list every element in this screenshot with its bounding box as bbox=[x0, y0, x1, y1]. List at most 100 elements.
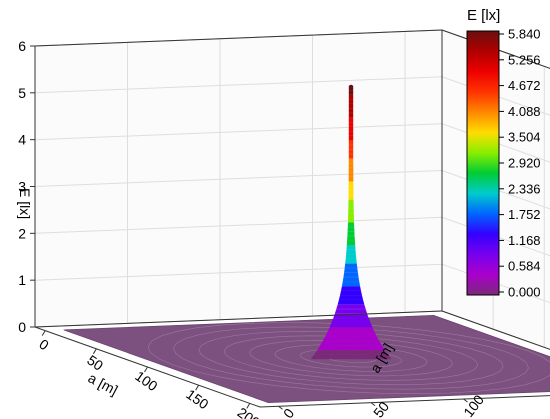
z-tick-label: 0 bbox=[18, 319, 26, 335]
peak-band bbox=[348, 122, 354, 127]
peak-tip bbox=[349, 84, 353, 89]
peak-band bbox=[348, 172, 354, 177]
peak-band bbox=[348, 181, 354, 187]
peak-band bbox=[348, 176, 354, 182]
peak-band bbox=[346, 249, 356, 255]
peak-band bbox=[348, 163, 354, 168]
z-tick-label: 5 bbox=[18, 85, 26, 101]
peak-band bbox=[348, 103, 354, 109]
x-tick-mark bbox=[144, 366, 148, 373]
peak-band bbox=[348, 126, 354, 132]
peak-band bbox=[339, 290, 363, 296]
peak-band bbox=[338, 295, 364, 300]
colorbar-gradient bbox=[466, 30, 500, 296]
colorbar-tick-label: 0.000 bbox=[508, 285, 541, 300]
floor-ring bbox=[198, 331, 504, 386]
peak-band bbox=[331, 318, 371, 323]
x-tick-label: 100 bbox=[132, 368, 160, 395]
peak-band bbox=[346, 245, 356, 250]
peak-band bbox=[329, 322, 373, 328]
peak-band bbox=[348, 153, 354, 159]
peak-band bbox=[348, 208, 354, 214]
colorbar-tick-label: 3.504 bbox=[508, 130, 541, 145]
colorbar: E [lx] 5.840 5.256 4.672 4.088 3.504 2.920 2.3… bbox=[466, 7, 541, 300]
peak-band bbox=[348, 94, 354, 100]
colorbar-tick-label: 2.920 bbox=[508, 156, 541, 171]
peak-band bbox=[348, 135, 354, 141]
peak-band bbox=[344, 267, 358, 273]
y-tick-label: 50 bbox=[370, 398, 392, 419]
colorbar-tick-label: 1.752 bbox=[508, 207, 541, 222]
axis-edge bbox=[441, 310, 550, 350]
x-tick-label: 0 bbox=[36, 336, 52, 354]
peak-band bbox=[348, 144, 354, 150]
peak-band bbox=[348, 158, 354, 164]
colorbar-tick-label: 4.088 bbox=[508, 104, 541, 119]
colorbar-tick-label: 5.256 bbox=[508, 52, 541, 67]
floor-ring bbox=[249, 339, 453, 377]
peak-band bbox=[325, 331, 377, 337]
y-tick-mark bbox=[370, 402, 376, 407]
peak-band bbox=[348, 204, 354, 209]
colorbar-tick-label: 2.336 bbox=[508, 181, 541, 196]
peak-band bbox=[348, 131, 354, 136]
peak-band bbox=[348, 112, 354, 118]
peak-band bbox=[348, 117, 354, 123]
peak-band bbox=[336, 304, 366, 310]
peak-band bbox=[348, 108, 354, 114]
peak-band bbox=[310, 354, 392, 360]
surface-floor bbox=[63, 314, 550, 404]
floor-plane bbox=[63, 314, 550, 404]
floor-ring bbox=[147, 322, 550, 395]
peak-band bbox=[341, 281, 361, 287]
peak-band bbox=[347, 222, 355, 228]
colorbar-tick-label: 5.840 bbox=[508, 27, 541, 42]
peak-band bbox=[348, 140, 354, 146]
peak-band bbox=[319, 340, 383, 346]
peak-band bbox=[317, 345, 385, 351]
peak-band bbox=[342, 277, 360, 282]
peak-band bbox=[347, 217, 355, 223]
peak-band bbox=[346, 240, 356, 246]
peak-band bbox=[347, 235, 355, 241]
z-tick-label: 4 bbox=[18, 132, 26, 148]
peak-band bbox=[345, 254, 357, 259]
x-tick-mark bbox=[41, 330, 46, 336]
peak-band bbox=[348, 90, 354, 95]
y-tick-label: 0 bbox=[280, 405, 298, 419]
colorbar-ticks: 5.840 5.256 4.672 4.088 3.504 2.920 2.336 1.752… bbox=[499, 27, 541, 300]
peak-band bbox=[334, 309, 368, 314]
peak-band bbox=[327, 327, 375, 332]
y-tick-mark bbox=[463, 398, 468, 403]
peak-band bbox=[347, 226, 355, 232]
colorbar-title: E [lx] bbox=[467, 7, 500, 24]
z-tick-label: 3 bbox=[18, 179, 26, 195]
z-tick-label: 6 bbox=[18, 38, 26, 54]
x-tick-mark bbox=[195, 384, 200, 391]
axis-edge bbox=[34, 310, 443, 328]
floor-ring bbox=[274, 344, 428, 372]
peak-band bbox=[348, 185, 354, 191]
x-tick-mark bbox=[92, 348, 97, 355]
z-axis-label: E [lx] bbox=[17, 188, 33, 219]
peak-band bbox=[340, 286, 362, 291]
y-tick-label: 100 bbox=[460, 392, 487, 419]
peak-band bbox=[348, 149, 354, 155]
surface-peak bbox=[310, 84, 392, 360]
peak-band bbox=[348, 190, 354, 196]
floor-ring bbox=[223, 335, 479, 381]
peak-band bbox=[348, 99, 354, 104]
peak-band bbox=[348, 194, 354, 200]
axis-edge bbox=[34, 29, 443, 47]
peak-band bbox=[343, 272, 359, 278]
peak-band bbox=[322, 336, 380, 341]
floor-ring bbox=[173, 326, 529, 390]
peak-band bbox=[345, 258, 357, 264]
z-tick-label: 1 bbox=[18, 272, 26, 288]
peak-band bbox=[348, 199, 354, 205]
colorbar-tick-label: 4.672 bbox=[508, 78, 541, 93]
peak-band bbox=[348, 167, 354, 173]
z-tick-label: 2 bbox=[18, 225, 26, 241]
x-axis-label: a [m] bbox=[86, 370, 121, 399]
